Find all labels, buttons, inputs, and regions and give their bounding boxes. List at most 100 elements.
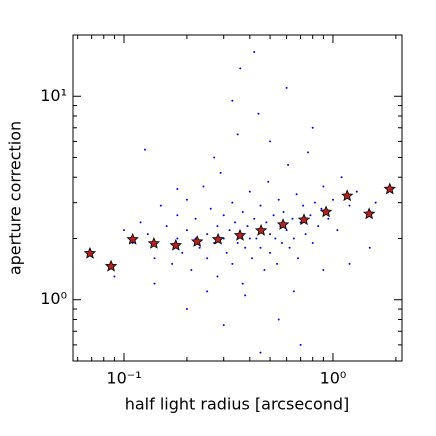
scatter-point [292, 237, 295, 240]
scatter-point [213, 156, 216, 159]
scatter-point [320, 207, 323, 210]
scatter-point [288, 246, 291, 249]
scatter-point [244, 246, 247, 249]
scatter-point [336, 229, 339, 232]
star-point [276, 218, 290, 230]
scatter-point [194, 217, 197, 220]
scatter-point [239, 67, 242, 70]
scatter-point [259, 204, 262, 207]
x-axis-label: half light radius [arcsecond] [125, 395, 350, 414]
scatter-point [206, 233, 209, 236]
scatter-point [253, 51, 256, 54]
scatter-point [311, 242, 314, 245]
scatter-point [190, 269, 193, 272]
scatter-point [272, 214, 275, 217]
star-point [126, 232, 139, 245]
scatter-point [322, 185, 325, 188]
scatter-point [241, 282, 244, 285]
scatter-point [153, 282, 156, 285]
scatter-point [209, 207, 212, 210]
scatter-point [222, 214, 225, 217]
scatter-point [302, 204, 305, 207]
scatter-point [307, 151, 310, 154]
scatter-point [143, 148, 146, 151]
scatter-point [269, 140, 272, 143]
star-point [383, 182, 396, 195]
scatter-point [123, 229, 126, 232]
scatter-point [181, 251, 184, 254]
scatter-point [206, 290, 209, 293]
scatter-point [296, 257, 299, 260]
scatter-point [374, 201, 377, 204]
scatter-point [248, 190, 251, 193]
star-point [319, 205, 333, 218]
scatter-point [216, 275, 219, 278]
scatter-point [202, 185, 205, 188]
scatter-point [231, 201, 234, 204]
scatter-point [139, 221, 142, 224]
scatter-point [311, 126, 314, 129]
scatter-point [171, 262, 174, 265]
scatter-point [185, 198, 188, 201]
scatter-point [236, 133, 239, 136]
star-point [147, 236, 161, 249]
star-point [104, 259, 118, 272]
scatter-point [253, 217, 256, 220]
scatter-point [263, 269, 266, 272]
scatter-point [368, 246, 371, 249]
scatter-point [176, 237, 179, 240]
scatter-point [280, 242, 283, 245]
star-point [190, 235, 204, 247]
scatter-point [176, 214, 179, 217]
star-point [211, 232, 225, 245]
scatter-point [287, 163, 290, 166]
scatter-point [282, 210, 285, 213]
scatter-point [165, 225, 168, 228]
scatter-point [304, 233, 307, 236]
star-point [233, 228, 247, 241]
scatter-point [255, 237, 258, 240]
scatter-point [327, 217, 330, 220]
scatter-point [259, 351, 262, 354]
scatter-point [222, 324, 225, 327]
scatter-point [236, 242, 239, 245]
scatter-point [257, 112, 260, 115]
scatter-point [322, 269, 325, 272]
y-axis-label: aperture correction [6, 121, 25, 275]
scatter-point [225, 251, 228, 254]
scatter-point [231, 262, 234, 265]
scatter-point [277, 318, 280, 321]
scatter-point [241, 210, 244, 213]
scatter-point [331, 198, 334, 201]
star-point [297, 213, 311, 226]
scatter-point [219, 171, 222, 174]
scatter-point [248, 237, 251, 240]
scatter-point [340, 176, 343, 179]
scatter-point [185, 229, 188, 232]
scatter-point [276, 262, 279, 265]
star-point [340, 189, 354, 202]
scatter-point [277, 198, 280, 201]
star-point [362, 207, 376, 220]
scatter-point [265, 221, 268, 224]
scatter-point [274, 237, 277, 240]
scatter-point [317, 225, 320, 228]
scatter-point [355, 190, 358, 193]
y-tick-label: 10¹ [40, 86, 67, 105]
scatter-point [251, 257, 254, 260]
scatter-point [313, 201, 316, 204]
x-tick-label: 10⁻¹ [106, 369, 141, 388]
plot-frame [72, 34, 403, 362]
x-tick-label: 10⁰ [320, 369, 347, 388]
scatter-point [269, 251, 272, 254]
scatter-point [216, 225, 219, 228]
scatter-point [348, 262, 351, 265]
scatter-point [153, 257, 156, 260]
y-tick-label: 10⁰ [40, 289, 67, 308]
scatter-point [295, 193, 298, 196]
scatter-point [234, 221, 237, 224]
scatter-point [113, 275, 116, 278]
scatter-point [159, 204, 162, 207]
scatter-point [285, 86, 288, 89]
